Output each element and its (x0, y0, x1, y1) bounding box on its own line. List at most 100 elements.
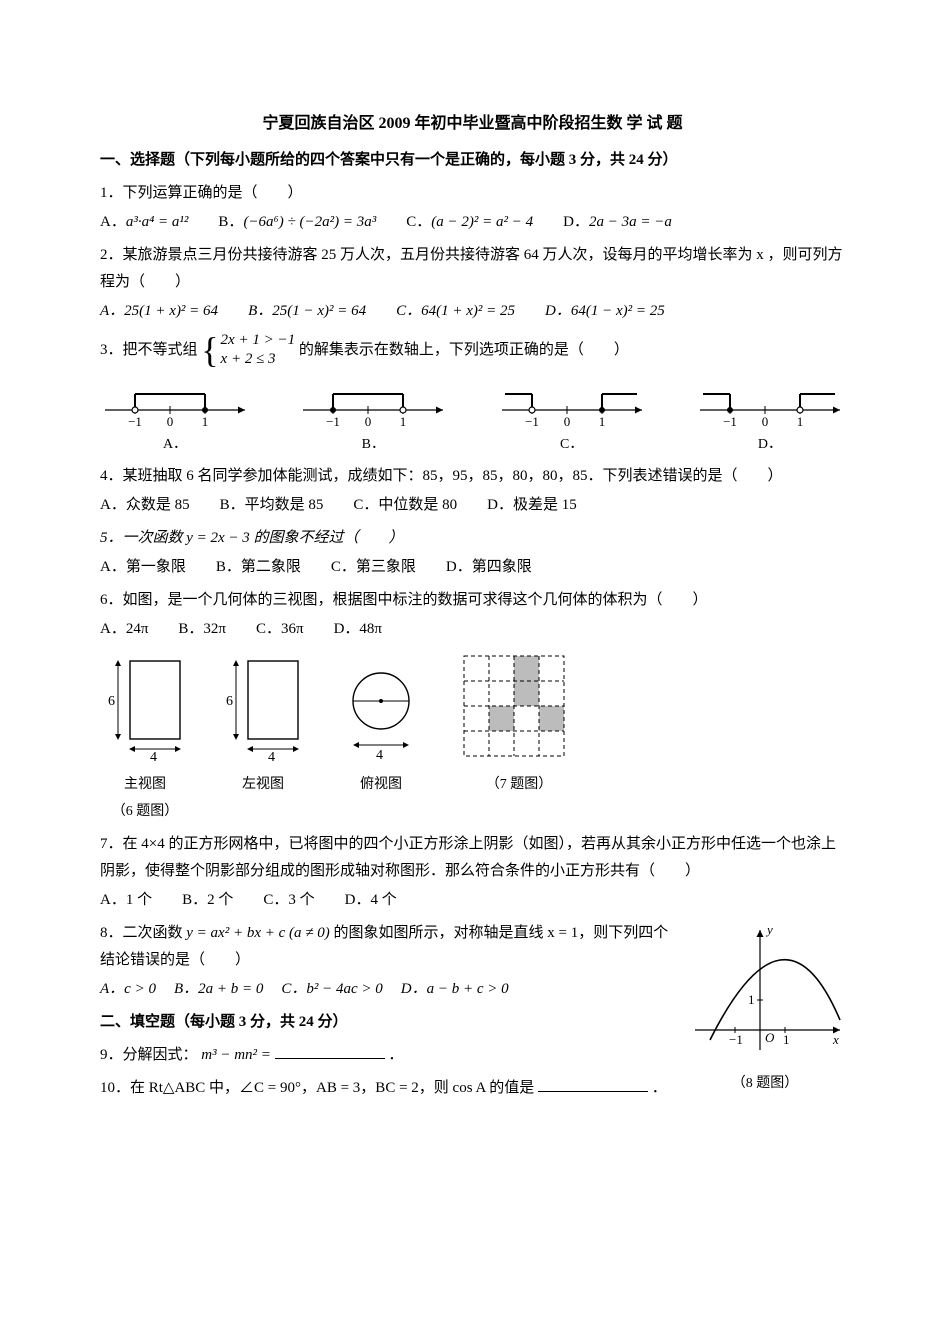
svg-text:1: 1 (202, 414, 209, 429)
q3-nl-b: −1 0 1 B． (298, 380, 448, 457)
q9-blank (275, 1044, 385, 1059)
q8-opt-b: B．2a + b = 0 (174, 976, 263, 1003)
q7-opt-d: D．4 个 (345, 887, 397, 914)
q1-opt-a: A．a³·a⁴ = a¹² (100, 209, 188, 236)
svg-text:1: 1 (748, 992, 755, 1007)
q5-stem: 5．一次函数 y = 2x − 3 的图象不经过（ ） (100, 525, 845, 552)
q5-opt-a: A．第一象限 (100, 554, 186, 581)
section-1-header: 一、选择题（下列每小题所给的四个答案中只有一个是正确的，每小题 3 分，共 24… (100, 147, 845, 174)
q6-top-view: 4 俯视图 (336, 651, 426, 825)
q3-numberlines: −1 0 1 A． −1 0 1 B． (100, 380, 845, 457)
q3-label-c: C． (497, 432, 647, 457)
svg-text:4: 4 (150, 750, 157, 761)
q4-options: A．众数是 85 B．平均数是 85 C．中位数是 80 D．极差是 15 (100, 492, 845, 519)
q2-opt-c: C．64(1 + x)² = 25 (396, 298, 515, 325)
q9-post: ． (388, 1047, 403, 1063)
q2-opt-d: D．64(1 − x)² = 25 (545, 298, 665, 325)
q5-options: A．第一象限 B．第二象限 C．第三象限 D．第四象限 (100, 554, 845, 581)
svg-text:−1: −1 (525, 414, 539, 429)
question-3: 3．把不等式组 { 2x + 1 > −1 x + 2 ≤ 3 的解集表示在数轴… (100, 331, 845, 457)
q6-options: A．24π B．32π C．36π D．48π (100, 616, 845, 643)
q1-opt-b: B．(−6a⁶) ÷ (−2a²) = 3a³ (218, 209, 376, 236)
q2-stem: 2．某旅游景点三月份共接待游客 25 万人次，五月份共接待游客 64 万人次，设… (100, 242, 845, 296)
q8-opt-c: C．b² − 4ac > 0 (281, 976, 382, 1003)
question-10: 10．在 Rt△ABC 中，∠C = 90°，AB = 3，BC = 2，则 c… (100, 1075, 845, 1102)
svg-text:4: 4 (268, 750, 275, 761)
svg-text:0: 0 (167, 414, 174, 429)
q7-stem: 7．在 4×4 的正方形网格中，已将图中的四个小正方形涂上阴影（如图），若再从其… (100, 831, 845, 885)
q8-figure: −1 1 1 O x y （8 题图） (685, 920, 845, 1096)
question-2: 2．某旅游景点三月份共接待游客 25 万人次，五月份共接待游客 64 万人次，设… (100, 242, 845, 325)
q6-views: 6 4 主视图 （6 题图） 6 4 左视图 (100, 651, 845, 825)
svg-text:0: 0 (563, 414, 570, 429)
svg-text:−1: −1 (326, 414, 340, 429)
q6-top-label: 俯视图 (336, 772, 426, 797)
q1-options: A．a³·a⁴ = a¹² B．(−6a⁶) ÷ (−2a²) = 3a³ C．… (100, 209, 845, 236)
question-7: 7．在 4×4 的正方形网格中，已将图中的四个小正方形涂上阴影（如图），若再从其… (100, 831, 845, 914)
q5-opt-d: D．第四象限 (446, 554, 532, 581)
svg-text:0: 0 (762, 414, 769, 429)
svg-text:0: 0 (365, 414, 372, 429)
q9-pre: 9．分解因式： (100, 1047, 198, 1063)
svg-text:y: y (765, 922, 773, 937)
q10-pre: 10．在 Rt△ABC 中，∠C = 90°，AB = 3，BC = 2，则 c… (100, 1080, 534, 1096)
q10-blank (538, 1077, 648, 1092)
q2-opt-b: B．25(1 − x)² = 64 (248, 298, 366, 325)
svg-text:6: 6 (226, 694, 233, 709)
q3-nl-d: −1 0 1 D． (695, 380, 845, 457)
page-title: 宁夏回族自治区 2009 年初中毕业暨高中阶段招生数 学 试 题 (100, 110, 845, 139)
q6-left-view: 6 4 左视图 (218, 651, 308, 825)
q4-opt-b: B．平均数是 85 (220, 492, 324, 519)
q10-post: ． (652, 1080, 667, 1096)
svg-text:4: 4 (376, 748, 383, 761)
q8-opt-d: D．a − b + c > 0 (401, 976, 509, 1003)
svg-text:6: 6 (108, 694, 115, 709)
question-6: 6．如图，是一个几何体的三视图，根据图中标注的数据可求得这个几何体的体积为（ ）… (100, 587, 845, 825)
q3-pre: 3．把不等式组 (100, 342, 198, 358)
q4-stem: 4．某班抽取 6 名同学参加体能测试，成绩如下：85，95，85，80，80，8… (100, 463, 845, 490)
q8-options: A．c > 0 B．2a + b = 0 C．b² − 4ac > 0 D．a … (100, 976, 675, 1003)
q3-post: 的解集表示在数轴上，下列选项正确的是（ ） (299, 342, 629, 358)
q3-system: { 2x + 1 > −1 x + 2 ≤ 3 (201, 331, 295, 370)
q7-opt-c: C．3 个 (263, 887, 314, 914)
q4-opt-a: A．众数是 85 (100, 492, 190, 519)
q1-stem: 1．下列运算正确的是（ ） (100, 180, 845, 207)
q6-opt-b: B．32π (178, 616, 226, 643)
svg-text:1: 1 (797, 414, 804, 429)
question-5: 5．一次函数 y = 2x − 3 的图象不经过（ ） A．第一象限 B．第二象… (100, 525, 845, 581)
q3-label-d: D． (695, 432, 845, 457)
svg-text:−1: −1 (128, 414, 142, 429)
q2-opt-a: A．25(1 + x)² = 64 (100, 298, 218, 325)
q7-opt-b: B．2 个 (182, 887, 233, 914)
q9-math: m³ − mn² = (201, 1047, 271, 1063)
svg-text:1: 1 (598, 414, 605, 429)
question-4: 4．某班抽取 6 名同学参加体能测试，成绩如下：85，95，85，80，80，8… (100, 463, 845, 519)
q4-opt-d: D．极差是 15 (487, 492, 577, 519)
q7-caption: （7 题图） (454, 772, 584, 797)
q1-opt-d: D．2a − 3a = −a (563, 209, 672, 236)
q6-stem: 6．如图，是一个几何体的三视图，根据图中标注的数据可求得这个几何体的体积为（ ） (100, 587, 845, 614)
q8-opt-a: A．c > 0 (100, 976, 156, 1003)
q6-left-label: 左视图 (218, 772, 308, 797)
q1-opt-c: C．(a − 2)² = a² − 4 (406, 209, 533, 236)
q6-caption: （6 题图） (100, 799, 190, 824)
q6-front-label: 主视图 (100, 772, 190, 797)
q3-sys-row-1: 2x + 1 > −1 (221, 331, 296, 351)
brace-icon: { (201, 332, 218, 368)
q6-opt-c: C．36π (256, 616, 304, 643)
svg-text:1: 1 (400, 414, 407, 429)
q4-opt-c: C．中位数是 80 (353, 492, 457, 519)
svg-text:−1: −1 (723, 414, 737, 429)
question-9: 9．分解因式： m³ − mn² = ． (100, 1042, 845, 1069)
q6-opt-d: D．48π (334, 616, 382, 643)
q5-opt-c: C．第三象限 (331, 554, 416, 581)
q3-nl-c: −1 0 1 C． (497, 380, 647, 457)
q5-opt-b: B．第二象限 (216, 554, 301, 581)
question-1: 1．下列运算正确的是（ ） A．a³·a⁴ = a¹² B．(−6a⁶) ÷ (… (100, 180, 845, 236)
q7-grid: （7 题图） (454, 651, 584, 825)
q3-sys-row-2: x + 2 ≤ 3 (221, 350, 296, 370)
question-8: −1 1 1 O x y （8 题图） 8．二次函数 y = ax² + bx … (100, 920, 845, 1003)
q3-label-a: A． (100, 432, 250, 457)
q6-front-view: 6 4 主视图 （6 题图） (100, 651, 190, 825)
q3-label-b: B． (298, 432, 448, 457)
